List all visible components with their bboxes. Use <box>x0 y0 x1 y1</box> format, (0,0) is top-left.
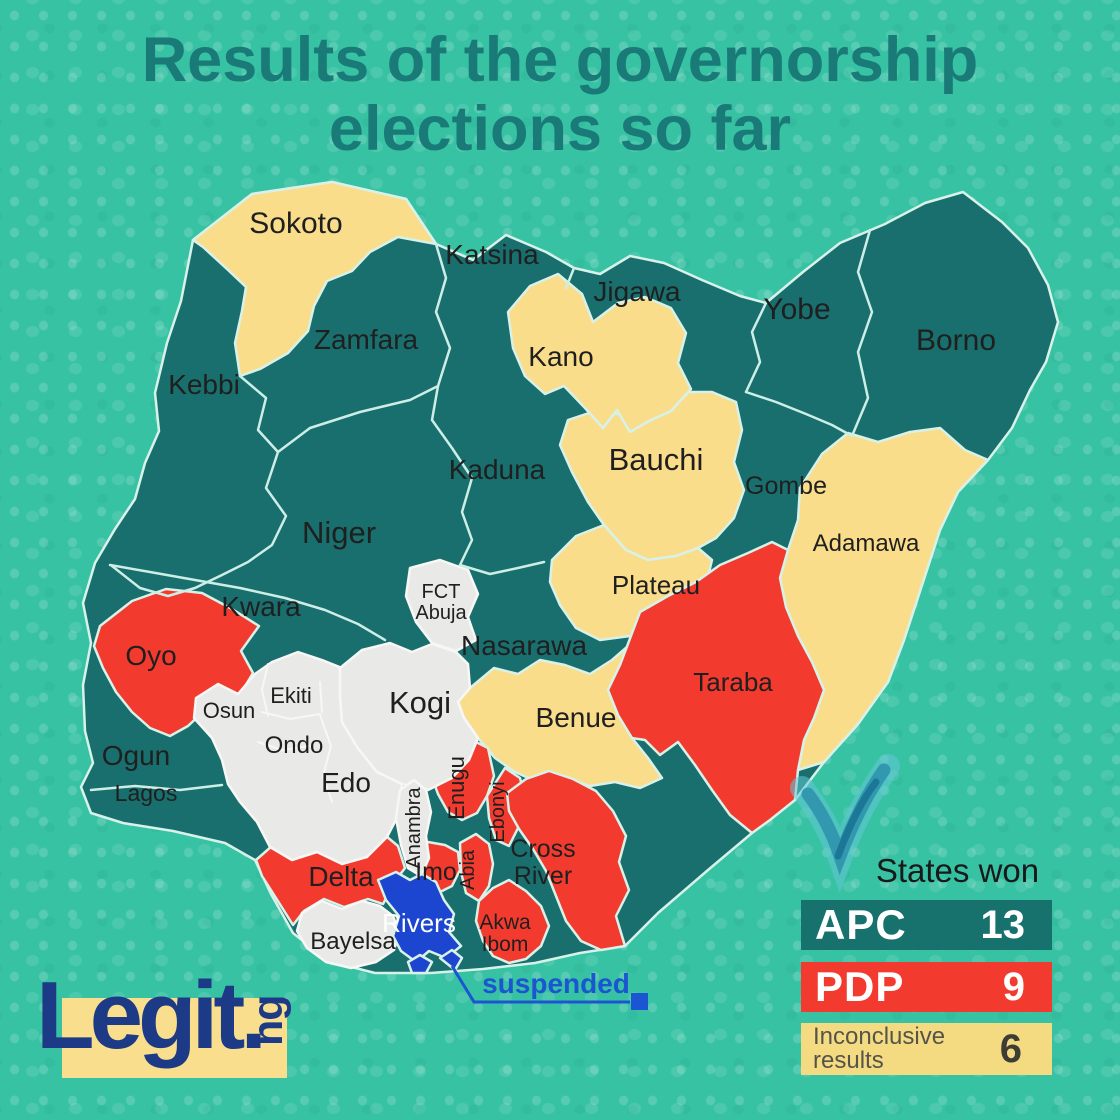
state-region-anambra <box>394 778 433 878</box>
state-label-edo: Edo <box>321 767 371 798</box>
legend-party-apc: APC <box>815 901 907 948</box>
title-line-2: elections so far <box>328 94 792 165</box>
page-title: Results of the governorship elections so… <box>0 25 1120 165</box>
legend-row-pdp: PDP 9 <box>801 962 1052 1012</box>
state-label-kaduna: Kaduna <box>449 454 546 485</box>
state-label-nasarawa: Nasarawa <box>461 630 587 661</box>
title-line-1: Results of the governorship <box>141 25 979 95</box>
state-label-ogun: Ogun <box>102 740 171 771</box>
state-label-abuja: Abuja <box>415 602 467 624</box>
state-labels: Sokoto Katsina Jigawa Yobe Borno Zamfara… <box>102 207 996 956</box>
legend-party-pdp: PDP <box>815 963 905 1010</box>
state-label-river: River <box>514 862 572 890</box>
internal-state-borders <box>89 228 874 803</box>
legend-count-inconclusive: 6 <box>999 1026 1022 1071</box>
state-region-kano <box>506 272 693 434</box>
state-label-oyo: Oyo <box>125 640 176 671</box>
state-label-plateau: Plateau <box>612 570 700 600</box>
state-label-kebbi: Kebbi <box>168 369 240 400</box>
state-label-ondo: Ondo <box>265 732 324 759</box>
state-region-cross-river <box>505 769 631 952</box>
state-region-fct-abuja <box>404 558 480 653</box>
state-label-gombe: Gombe <box>745 472 827 500</box>
legit-logo-tld: ng <box>244 995 292 1046</box>
suspended-label: suspended <box>482 968 630 999</box>
state-label-benue: Benue <box>536 702 617 733</box>
state-label-lagos: Lagos <box>115 780 178 806</box>
legend-row-inconclusive: Inconclusive results 6 <box>801 1023 1052 1075</box>
state-region-rivers-islet-2 <box>438 948 464 972</box>
state-label-bayelsa: Bayelsa <box>310 928 396 955</box>
state-label-borno: Borno <box>916 324 996 357</box>
state-region-rivers <box>376 870 463 964</box>
legend-party-inconclusive: Inconclusive results <box>813 1022 946 1074</box>
state-label-imo: Imo <box>415 858 457 886</box>
state-label-zamfara: Zamfara <box>314 324 419 355</box>
legend-count-pdp: 9 <box>1002 964 1025 1009</box>
state-label-fct: FCT <box>422 581 461 603</box>
state-label-jigawa: Jigawa <box>593 276 681 307</box>
state-label-niger: Niger <box>302 515 376 550</box>
legit-logo-background <box>62 998 287 1078</box>
state-label-akwa: Akwa <box>479 911 531 934</box>
state-label-osun: Osun <box>203 698 256 723</box>
state-region-benue <box>456 638 664 790</box>
state-label-bauchi: Bauchi <box>609 442 704 477</box>
state-label-taraba: Taraba <box>693 667 773 697</box>
state-label-rivers: Rivers <box>382 908 456 938</box>
legend-heading: States won <box>875 852 1040 889</box>
suspended-connector-line <box>450 965 630 1004</box>
state-label-ibom: Ibom <box>482 933 529 956</box>
suspended-annotation: suspended <box>450 965 648 1010</box>
state-label-cross: Cross <box>510 835 575 863</box>
state-region-abia <box>458 832 495 903</box>
state-label-anambra: Anambra <box>403 787 425 869</box>
state-label-kwara: Kwara <box>221 591 301 622</box>
legend-count-apc: 13 <box>980 902 1026 947</box>
state-label-kano: Kano <box>528 341 593 372</box>
state-region-akwa-ibom <box>474 878 551 965</box>
state-label-yobe: Yobe <box>763 293 830 326</box>
state-label-ekiti: Ekiti <box>270 683 312 708</box>
state-label-enugu: Enugu <box>444 756 469 820</box>
state-label-katsina: Katsina <box>445 239 539 270</box>
checkmark-icon <box>790 754 900 894</box>
state-label-delta: Delta <box>308 861 374 892</box>
state-label-adamawa: Adamawa <box>813 530 920 557</box>
state-region-taraba <box>606 540 826 835</box>
state-label-ebonyi: Ebonyi <box>487 781 509 842</box>
legend-row-apc: APC 13 <box>801 900 1052 950</box>
state-region-sokoto <box>191 180 438 378</box>
state-label-sokoto: Sokoto <box>249 207 342 240</box>
state-label-kogi: Kogi <box>389 685 451 720</box>
state-region-rivers-islet-1 <box>406 953 434 975</box>
state-label-abia: Abia <box>457 849 479 890</box>
suspended-endpoint-square <box>631 993 648 1010</box>
legit-logo-brand: Legit. <box>36 962 267 1069</box>
state-region-kogi <box>338 641 480 792</box>
